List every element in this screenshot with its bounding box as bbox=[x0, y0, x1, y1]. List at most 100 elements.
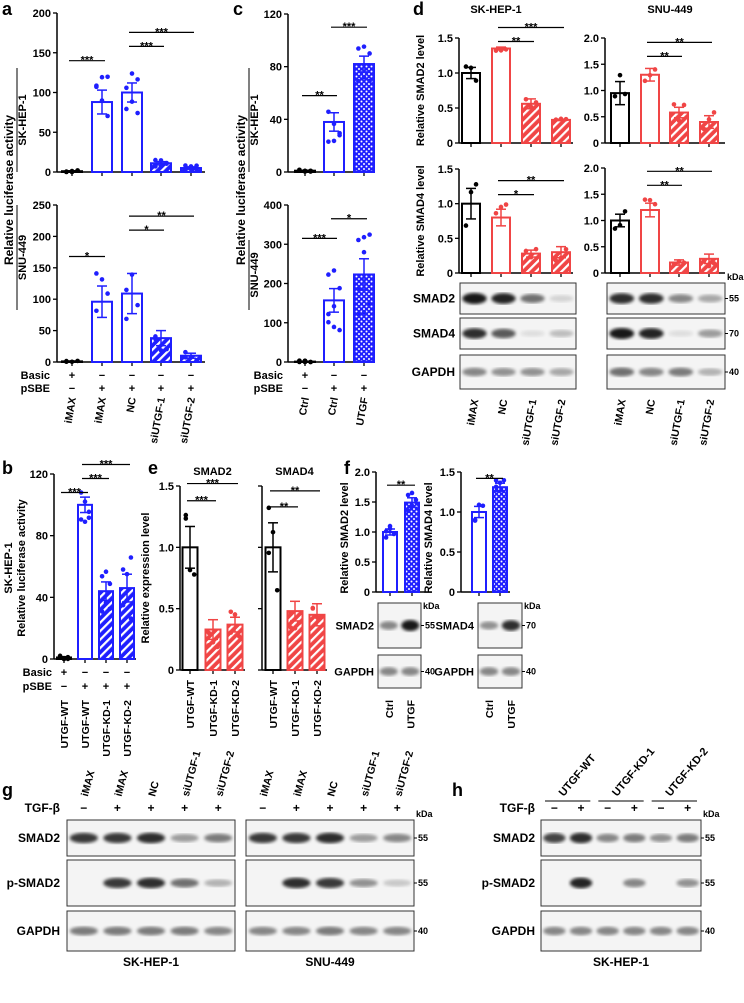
treatment-sign: + bbox=[129, 383, 135, 395]
data-point bbox=[702, 259, 707, 264]
blot-row-label: SMAD2 bbox=[493, 831, 535, 845]
kda-unit: kDa bbox=[727, 272, 744, 282]
data-point bbox=[469, 190, 474, 195]
blot-row-label: SMAD2 bbox=[413, 292, 455, 306]
data-point bbox=[267, 506, 272, 511]
x-tick-label: Ctrl bbox=[297, 396, 312, 416]
data-point bbox=[504, 47, 509, 52]
lane-label: siUTGF-2 bbox=[214, 749, 238, 797]
row-label-psbe: pSBE bbox=[21, 383, 50, 395]
y-tick-label: 1.5 bbox=[440, 467, 455, 479]
x-tick-label: UTGF-KD-2 bbox=[312, 680, 324, 737]
y-tick-label: 1.0 bbox=[584, 86, 599, 98]
treatment-sign: + bbox=[158, 383, 164, 395]
significance-label: * bbox=[85, 250, 90, 262]
bar bbox=[122, 93, 142, 173]
data-point bbox=[494, 485, 499, 490]
data-point bbox=[653, 67, 658, 72]
protein-band bbox=[609, 368, 634, 377]
protein-band bbox=[570, 833, 592, 844]
y-tick-label: 40 bbox=[270, 114, 282, 126]
data-point bbox=[326, 139, 331, 144]
significance-label: *** bbox=[89, 473, 103, 485]
data-point bbox=[406, 493, 411, 498]
data-point bbox=[66, 657, 71, 662]
data-point bbox=[105, 291, 110, 296]
y-tick-label: 200 bbox=[264, 279, 282, 291]
data-point bbox=[494, 211, 499, 216]
protein-band bbox=[570, 878, 592, 889]
y-tick-label: 0 bbox=[447, 268, 453, 280]
bar bbox=[493, 487, 507, 592]
y-axis-label: Relative SMAD4 level bbox=[415, 165, 427, 276]
y-tick-label: 0 bbox=[45, 167, 51, 179]
data-point bbox=[124, 317, 129, 322]
data-point bbox=[100, 75, 105, 80]
protein-band bbox=[137, 927, 165, 936]
data-point bbox=[303, 358, 308, 363]
chart-d-snu-smad4: 00.51.01.52.0**** bbox=[584, 163, 725, 280]
data-point bbox=[388, 527, 393, 532]
data-point bbox=[524, 97, 529, 102]
data-point bbox=[70, 359, 75, 364]
data-point bbox=[559, 256, 564, 261]
data-point bbox=[83, 519, 88, 524]
significance-label: *** bbox=[206, 478, 220, 490]
data-point bbox=[337, 328, 342, 333]
y-tick-label: 80 bbox=[36, 531, 48, 543]
data-point bbox=[524, 249, 529, 254]
significance-label: ** bbox=[527, 175, 536, 187]
protein-band bbox=[639, 328, 664, 339]
data-point bbox=[564, 247, 569, 252]
protein-band bbox=[170, 834, 198, 842]
data-point bbox=[100, 609, 105, 614]
data-point bbox=[94, 271, 99, 276]
row-label-basic: Basic bbox=[23, 667, 52, 679]
treatment-sign: + bbox=[114, 801, 121, 815]
data-point bbox=[332, 122, 337, 127]
blot-caption: SK-HEP-1 bbox=[593, 955, 649, 969]
data-point bbox=[135, 111, 140, 116]
protein-band bbox=[491, 368, 515, 376]
lane-label: iMAX bbox=[79, 769, 97, 797]
significance-label: ** bbox=[512, 36, 521, 48]
treatment-sign: + bbox=[103, 681, 109, 693]
data-point bbox=[100, 277, 105, 282]
lane-label: iMAX bbox=[113, 769, 131, 797]
y-tick-label: 0 bbox=[447, 138, 453, 150]
treatment-sign: − bbox=[604, 801, 611, 815]
lane-label: siUTGF-2 bbox=[393, 749, 417, 797]
treatment-sign: − bbox=[259, 801, 266, 815]
treatment-sign: + bbox=[124, 681, 130, 693]
treatment-sign: + bbox=[360, 801, 367, 815]
y-axis-sublabel: SNU-449 bbox=[249, 252, 261, 297]
treatment-sign: + bbox=[181, 801, 188, 815]
bar bbox=[522, 104, 540, 143]
significance-label: ** bbox=[660, 50, 669, 62]
data-point bbox=[275, 588, 280, 593]
data-point bbox=[356, 46, 361, 51]
y-tick-label: 1.0 bbox=[355, 527, 370, 539]
data-point bbox=[367, 232, 372, 237]
significance-label: *** bbox=[195, 495, 209, 507]
data-point bbox=[105, 114, 110, 119]
significance-label: ** bbox=[397, 479, 406, 491]
protein-band bbox=[249, 927, 277, 936]
data-point bbox=[297, 168, 302, 173]
y-tick-label: 1.0 bbox=[438, 68, 453, 80]
protein-band bbox=[676, 834, 698, 843]
data-point bbox=[130, 99, 135, 104]
y-tick-label: 1.5 bbox=[584, 59, 599, 71]
y-tick-label: 100 bbox=[33, 88, 51, 100]
treatment-sign: − bbox=[99, 370, 105, 382]
treatment-sign: − bbox=[69, 383, 75, 395]
data-point bbox=[682, 103, 687, 108]
data-point bbox=[87, 510, 92, 515]
protein-band bbox=[549, 330, 573, 337]
significance-label: ** bbox=[675, 165, 684, 177]
protein-band bbox=[401, 667, 419, 676]
